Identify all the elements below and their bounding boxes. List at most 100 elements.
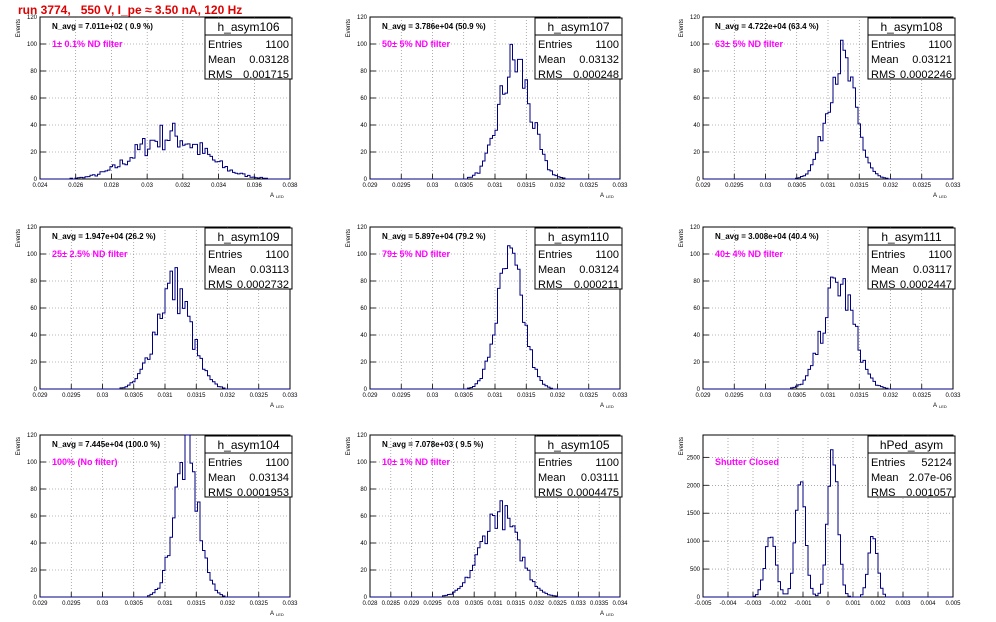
x-tick-label: 0.0315 (507, 601, 526, 607)
stats-box (867, 34, 956, 80)
x-tick-label: 0.03 (760, 393, 772, 399)
x-tick-label: 0.032 (883, 393, 899, 399)
x-tick-label: 0.032 (175, 183, 191, 189)
y-tick-label: 20 (30, 360, 37, 366)
y-tick-label: 0 (34, 177, 38, 183)
stats-label: Mean (871, 54, 899, 66)
x-tick-label: 0.032 (529, 601, 545, 607)
y-tick-label: 80 (30, 279, 37, 285)
y-tick-label: 40 (693, 123, 700, 129)
x-tick-label: 0.038 (282, 183, 298, 189)
stats-value: 1100 (595, 39, 619, 51)
x-tick-label: 0.032 (550, 183, 566, 189)
histogram-name: h_asym104 (217, 438, 279, 452)
y-tick-label: 120 (27, 433, 38, 439)
stats-value: 0.001057 (906, 487, 952, 499)
x-tick-label: 0.0315 (850, 183, 869, 189)
histogram-line (703, 276, 953, 390)
x-axis-label: A LED (933, 193, 947, 199)
x-tick-label: 0.032 (220, 393, 236, 399)
x-axis-label: A LED (600, 403, 614, 409)
x-tick-label: 0.0295 (725, 393, 744, 399)
x-tick-label: 0.03 (427, 183, 439, 189)
y-axis-label: Events (16, 19, 22, 37)
y-tick-label: 40 (693, 333, 700, 339)
stats-label: RMS (208, 279, 232, 291)
stats-box (867, 244, 956, 290)
stats-label: Entries (208, 457, 243, 469)
stats-value: 1100 (595, 457, 619, 469)
stats-label: RMS (208, 69, 232, 81)
x-axis-label: A LED (600, 193, 614, 199)
stats-label: Entries (208, 39, 243, 51)
stats-label: Entries (208, 249, 243, 261)
x-tick-label: 0.029 (695, 183, 711, 189)
x-axis-label: A LED (933, 403, 947, 409)
stats-label: Mean (208, 472, 236, 484)
stats-label: RMS (871, 487, 895, 499)
stats-box (534, 34, 623, 80)
x-tick-label: 0.0325 (580, 183, 599, 189)
y-tick-label: 0 (364, 595, 368, 601)
y-tick-label: 60 (360, 96, 367, 102)
x-tick-label: 0.033 (612, 393, 628, 399)
y-tick-label: 120 (690, 225, 701, 231)
n-avg-label: N_avg = 3.786e+04 (50.9 %) (382, 22, 486, 31)
stats-value: 0.03117 (913, 264, 952, 276)
x-tick-label: 0.0295 (725, 183, 744, 189)
x-tick-label: 0.031 (487, 183, 503, 189)
x-tick-label: 0.0325 (913, 183, 932, 189)
histogram-name: h_asym105 (547, 438, 609, 452)
stats-value: 0.000211 (574, 279, 619, 291)
y-tick-label: 20 (360, 360, 367, 366)
y-tick-label: 40 (30, 541, 37, 547)
y-tick-label: 100 (357, 460, 368, 466)
x-tick-label: 0.029 (695, 393, 711, 399)
x-tick-label: 0.0315 (850, 393, 869, 399)
stats-value: 1100 (265, 249, 289, 261)
y-tick-label: 80 (360, 279, 367, 285)
x-tick-label: 0.031 (820, 393, 836, 399)
histogram-panel-h_asym109: 0.029 0.0295 0.03 0.0305 0.031 0.0315 0.032 0.0… (16, 225, 298, 409)
x-tick-label: 0.0305 (788, 393, 807, 399)
y-tick-label: 60 (693, 306, 700, 312)
y-tick-label: 20 (30, 568, 37, 574)
histogram-panel-h_asym107: 0.029 0.0295 0.03 0.0305 0.031 0.0315 0.032 0.0… (346, 15, 628, 199)
stats-label: Entries (538, 249, 573, 261)
y-tick-label: 120 (690, 15, 701, 21)
x-tick-label: 0.0295 (62, 601, 81, 607)
n-avg-label: N_avg = 7.445e+04 (100.0 %) (52, 440, 160, 449)
y-axis-label: Events (16, 437, 22, 455)
x-tick-label: 0.026 (68, 183, 84, 189)
stats-box (534, 452, 623, 498)
x-tick-label: 0.0335 (590, 601, 609, 607)
y-tick-label: 100 (357, 252, 368, 258)
x-tick-label: 0.0305 (788, 183, 807, 189)
x-tick-label: 0.0325 (580, 393, 599, 399)
x-tick-label: 0.0305 (465, 601, 484, 607)
stats-value: 0.03111 (581, 472, 619, 484)
y-tick-label: 20 (360, 150, 367, 156)
y-tick-label: 60 (30, 306, 37, 312)
y-tick-label: 120 (357, 433, 368, 439)
histogram-name: h_asym107 (547, 20, 609, 34)
x-tick-label: 0.0315 (187, 601, 206, 607)
histogram-name: hPed_asym (880, 438, 943, 452)
stats-label: Mean (871, 472, 899, 484)
x-tick-label: -0.001 (794, 601, 812, 607)
stats-label: Mean (538, 54, 566, 66)
stats-value: 1100 (928, 249, 952, 261)
y-tick-label: 40 (30, 123, 37, 129)
x-tick-label: 0.0305 (455, 393, 474, 399)
y-tick-label: 0 (34, 387, 38, 393)
x-axis-label: A LED (270, 611, 284, 617)
histogram-name: h_asym111 (881, 230, 942, 244)
x-tick-label: 0.032 (550, 393, 566, 399)
filter-note: 79± 5% ND filter (382, 249, 450, 259)
y-tick-label: 80 (30, 487, 37, 493)
stats-value: 0.03124 (579, 264, 619, 276)
x-tick-label: -0.002 (769, 601, 787, 607)
stats-label: Entries (871, 249, 906, 261)
histogram-name: h_asym110 (548, 230, 609, 244)
filter-note: Shutter Closed (715, 457, 779, 467)
